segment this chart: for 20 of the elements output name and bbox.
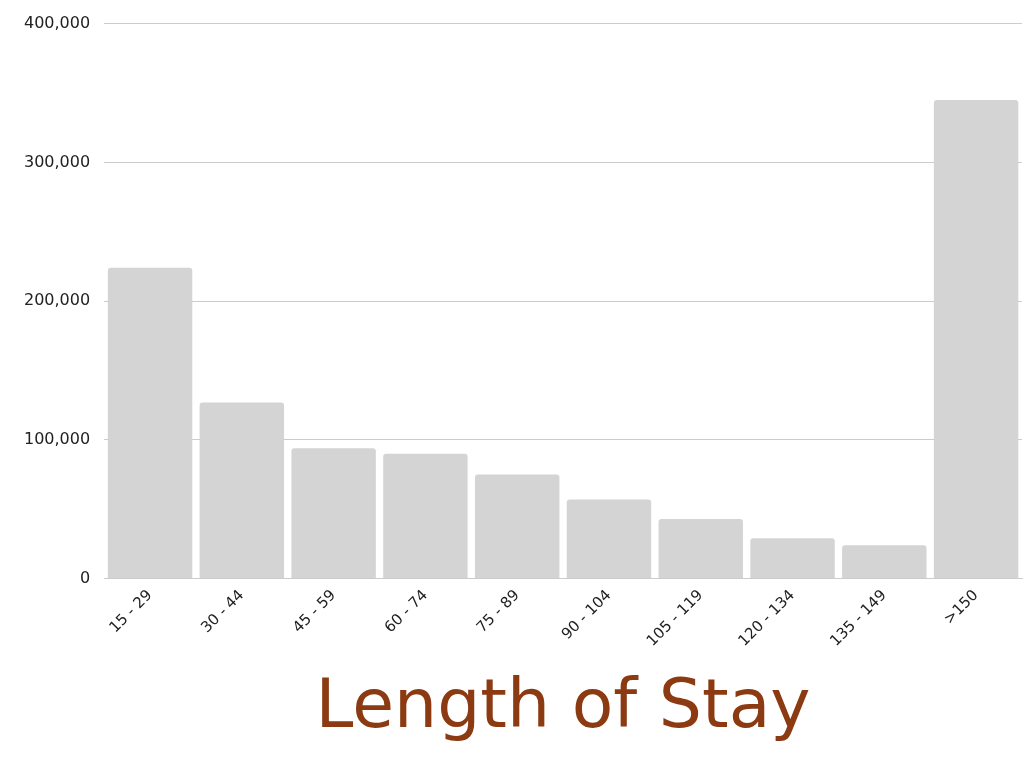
y-tick-label: 300,000	[23, 151, 91, 171]
x-tick-label: 90 - 104	[557, 585, 615, 643]
bar	[383, 453, 468, 579]
x-tick-label: 60 - 74	[380, 585, 431, 637]
x-tick-label: 120 - 134	[734, 585, 799, 650]
x-axis-title: Length of Stay	[315, 663, 811, 743]
y-tick-label: 100,000	[23, 429, 91, 449]
x-tick-label: 30 - 44	[197, 585, 248, 637]
x-tick-label: 15 - 29	[105, 585, 156, 637]
bar	[566, 499, 652, 579]
bar	[750, 538, 835, 579]
x-tick-label: 45 - 59	[288, 585, 340, 637]
bar	[291, 448, 376, 579]
bar	[474, 474, 560, 579]
x-tick-label: 75 - 89	[472, 585, 523, 637]
y-tick-label: 0	[79, 567, 91, 587]
bar	[658, 518, 743, 579]
bar	[842, 545, 927, 579]
y-tick-label: 400,000	[23, 12, 91, 32]
y-tick-label: 200,000	[23, 290, 91, 310]
